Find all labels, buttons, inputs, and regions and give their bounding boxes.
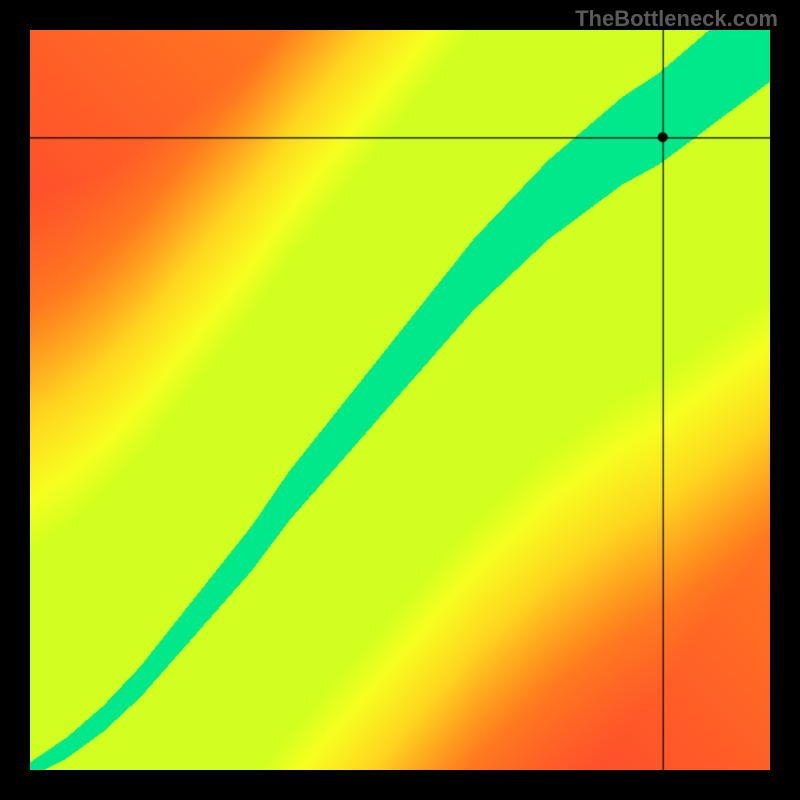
heatmap-canvas xyxy=(30,30,770,770)
bottleneck-heatmap xyxy=(30,30,770,770)
watermark-text: TheBottleneck.com xyxy=(575,6,778,32)
